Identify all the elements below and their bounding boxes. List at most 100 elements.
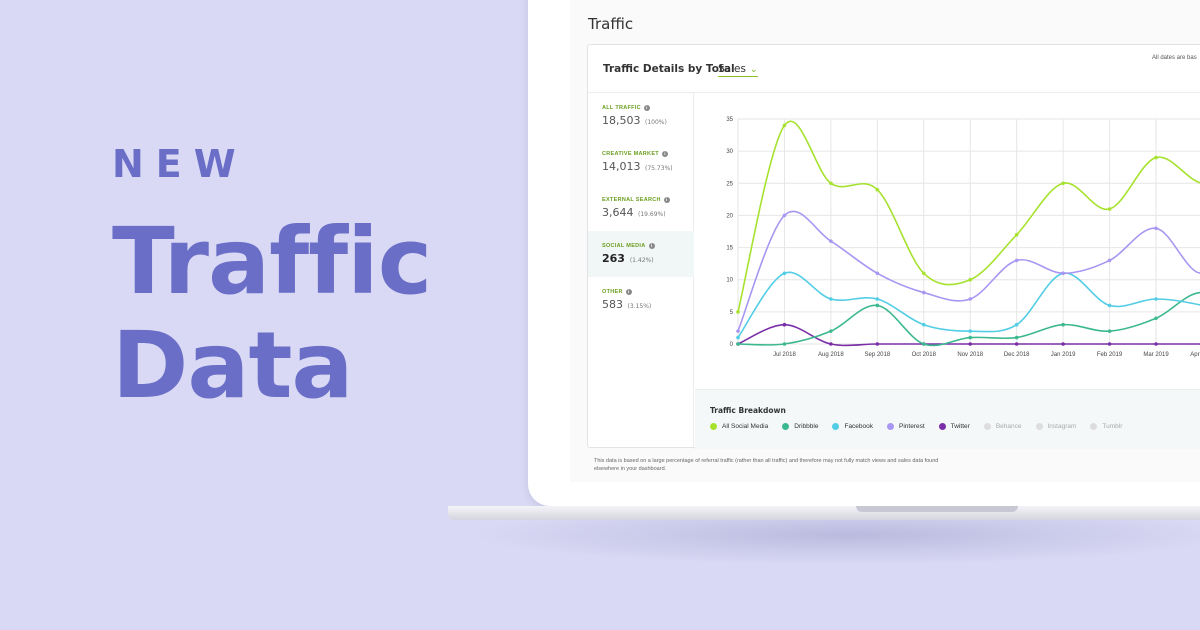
legend-item-tumblr[interactable]: Tumblr [1090, 423, 1122, 430]
traffic-breakdown: Traffic Breakdown All Social Media Dribb… [695, 389, 1200, 449]
legend-label: Instagram [1047, 423, 1077, 430]
stat-percent: (1.42%) [629, 257, 654, 264]
data-point-all-social-media [782, 123, 787, 128]
legend-item-facebook[interactable]: Facebook [832, 423, 873, 430]
metric-select[interactable]: Sales ⌄ [718, 63, 758, 77]
series-line-dribbble [737, 291, 1200, 347]
legend: All Social Media Dribbble Facebook Pinte… [710, 423, 1136, 430]
data-point-twitter [1014, 342, 1019, 346]
legend-label: Pinterest [899, 423, 925, 430]
stat-value: 14,013 [602, 160, 641, 173]
stat-value: 263 [602, 252, 625, 265]
data-point-facebook [968, 329, 973, 333]
card-header: Traffic Details by Total Sales ⌄ All date… [588, 45, 1200, 93]
data-point-pinterest [875, 271, 880, 276]
legend-dot [832, 423, 840, 430]
date-note: All dates are bas [1152, 55, 1197, 61]
data-point-pinterest [829, 239, 833, 243]
y-tick-label: 20 [726, 213, 733, 219]
data-point-all-social-media [736, 310, 740, 314]
info-icon[interactable]: i [643, 105, 650, 111]
data-point-twitter [968, 342, 973, 346]
data-point-dribbble [875, 303, 880, 308]
data-point-all-social-media [1014, 232, 1019, 237]
data-point-pinterest [1014, 258, 1019, 263]
traffic-card: Traffic Details by Total Sales ⌄ All date… [587, 44, 1200, 449]
data-point-twitter [875, 342, 880, 346]
stat-label: ALL TRAFFIC [602, 105, 641, 111]
y-tick-label: 30 [726, 149, 733, 155]
stat-all-traffic[interactable]: ALL TRAFFIC i 18,503 (100%) [588, 93, 694, 139]
data-point-dribbble [782, 342, 787, 346]
legend-label: Twitter [950, 423, 970, 430]
stat-creative-market[interactable]: CREATIVE MARKET i 14,013 (75.73%) [588, 139, 694, 185]
stat-label: OTHER [602, 289, 623, 295]
data-point-all-social-media [968, 277, 973, 282]
data-point-facebook [1014, 322, 1019, 327]
legend-dot [887, 423, 895, 430]
legend-label: Dribbble [794, 423, 819, 430]
legend-item-pinterest[interactable]: Pinterest [887, 423, 925, 430]
legend-item-twitter[interactable]: Twitter [938, 423, 970, 430]
data-point-all-social-media [1061, 181, 1065, 186]
card-title: Traffic Details by Total [603, 63, 735, 75]
line-chart: 0 5 10 15 20 25 30 35 Jul 2018 Aug 2018 Sep 2018 Oc… [726, 117, 1200, 358]
legend-dot [782, 423, 790, 430]
data-point-facebook [736, 335, 740, 340]
stat-external-search[interactable]: EXTERNAL SEARCH i 3,644 (19.69%) [588, 185, 694, 231]
info-icon[interactable]: i [648, 243, 655, 249]
hero-headline-line1: Traffic [112, 208, 432, 315]
data-point-all-social-media [1154, 155, 1158, 160]
data-point-pinterest [736, 329, 740, 333]
series-line-all-social-media [737, 120, 1200, 313]
data-point-twitter [1107, 342, 1112, 346]
hero-text: NEW Traffic Data [112, 142, 432, 418]
stat-value: 3,644 [602, 206, 634, 219]
data-point-dribbble [736, 342, 740, 346]
legend-item-dribbble[interactable]: Dribbble [782, 423, 818, 430]
stat-value: 18,503 [602, 114, 641, 127]
data-point-all-social-media [1107, 207, 1112, 211]
info-icon[interactable]: i [661, 151, 668, 157]
laptop-notch [856, 506, 1018, 512]
page-title: Traffic [588, 15, 634, 33]
legend-item-all-social-media[interactable]: All Social Media [710, 423, 768, 430]
data-point-facebook [829, 297, 833, 301]
stat-social-media[interactable]: SOCIAL MEDIA i 263 (1.42%) [588, 231, 694, 277]
x-tick-label: Aug 2018 [818, 352, 844, 358]
breakdown-title: Traffic Breakdown [710, 406, 786, 415]
traffic-sources: ALL TRAFFIC i 18,503 (100%) CREATIVE MARK… [588, 93, 694, 449]
legend-label: Behance [995, 423, 1022, 430]
legend-label: Tumblr [1102, 423, 1123, 430]
series-line-twitter [737, 323, 1200, 347]
stat-percent: (75.73%) [645, 165, 673, 172]
x-tick-label: Apr 2019 [1190, 352, 1200, 358]
legend-item-instagram[interactable]: Instagram [1035, 423, 1077, 430]
x-tick-label: Mar 2019 [1143, 352, 1169, 358]
data-point-twitter [829, 342, 833, 346]
legend-dot [1090, 423, 1098, 430]
data-point-dribbble [1107, 329, 1112, 333]
data-point-dribbble [1061, 322, 1065, 327]
stat-other[interactable]: OTHER i 583 (3.15%) [588, 277, 694, 323]
legend-dot [1035, 423, 1043, 430]
data-point-facebook [875, 297, 880, 301]
data-point-pinterest [921, 290, 926, 295]
data-point-facebook [782, 271, 787, 276]
y-tick-label: 10 [726, 278, 733, 284]
y-tick-label: 35 [726, 117, 733, 123]
data-point-twitter [1154, 342, 1158, 346]
data-point-all-social-media [829, 181, 833, 186]
data-point-pinterest [782, 213, 787, 218]
hero-eyebrow: NEW [112, 142, 248, 186]
stat-percent: (19.69%) [638, 211, 666, 218]
legend-item-behance[interactable]: Behance [983, 423, 1022, 430]
info-icon[interactable]: i [663, 197, 670, 203]
data-point-pinterest [1061, 271, 1065, 276]
x-tick-label: Jul 2018 [773, 352, 796, 358]
metric-select-value: Sales [718, 63, 746, 75]
data-point-facebook [1107, 303, 1112, 308]
data-point-pinterest [1154, 226, 1158, 231]
info-icon[interactable]: i [625, 289, 632, 295]
y-tick-label: 25 [726, 181, 733, 187]
